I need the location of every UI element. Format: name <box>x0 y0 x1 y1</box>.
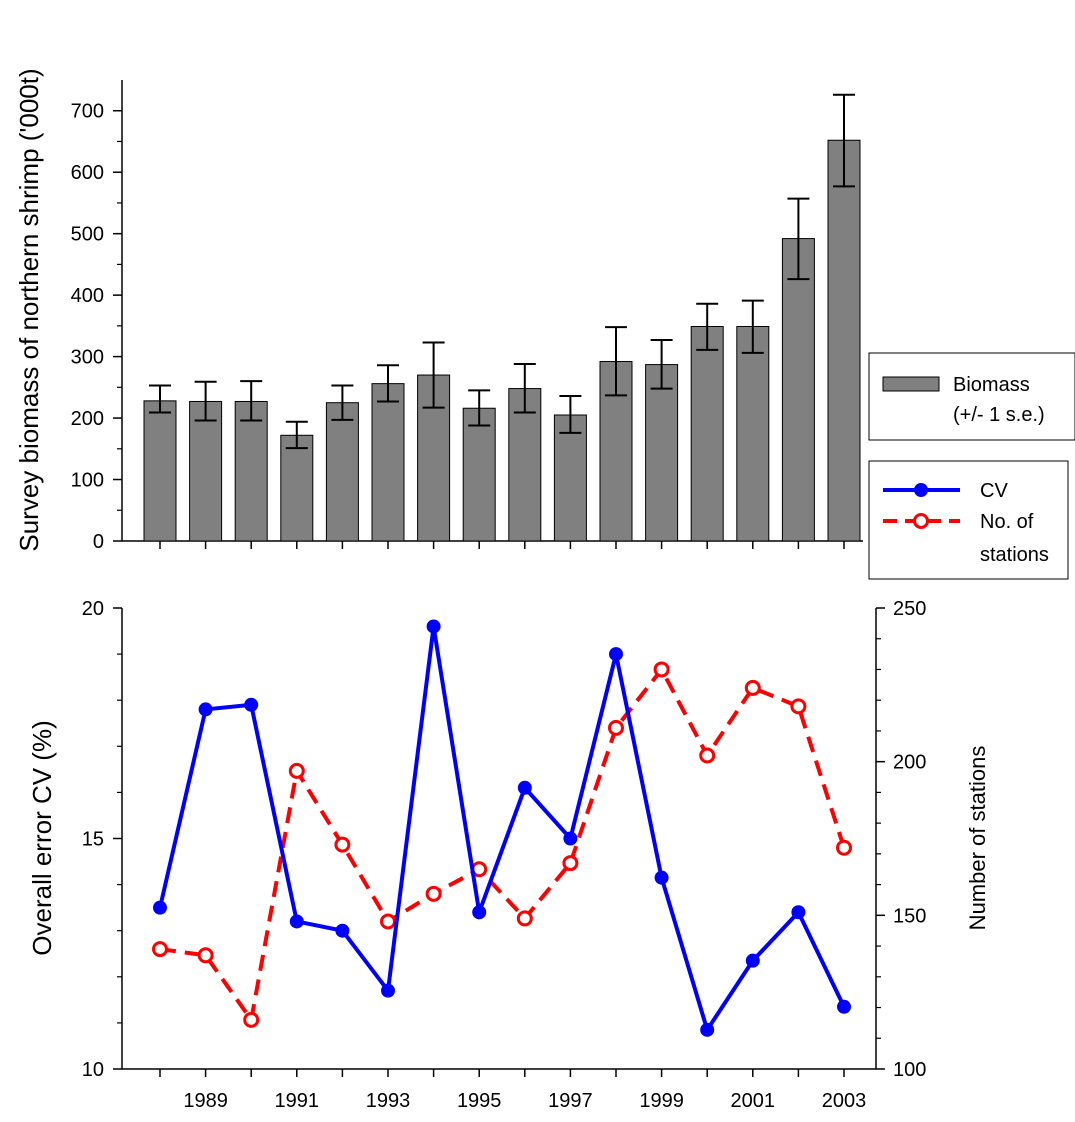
cv-marker <box>609 647 623 662</box>
stations-marker <box>744 679 761 696</box>
stations-y-tick-label: 100 <box>893 1059 926 1081</box>
cv-marker <box>472 905 487 920</box>
stations-marker <box>380 913 396 930</box>
stations-marker <box>562 855 579 872</box>
stations-marker <box>699 747 716 764</box>
biomass-y-axis-label: Survey biomass of northern shrimp ('000t… <box>14 68 44 551</box>
biomass-y-tick-label: 100 <box>71 470 104 492</box>
cv-marker <box>244 697 259 712</box>
stations-marker <box>152 941 168 958</box>
biomass-bar <box>189 400 223 542</box>
cv-marker <box>700 1022 715 1037</box>
cv-x-tick-label: 2001 <box>731 1090 776 1112</box>
stations-y-tick-label: 150 <box>893 905 926 927</box>
legend-stations-marker <box>913 513 929 529</box>
biomass-bar <box>690 325 724 542</box>
biomass-bar <box>827 139 861 542</box>
cv-x-tick-label: 1989 <box>183 1090 228 1112</box>
biomass-y-tick-label: 0 <box>93 531 104 553</box>
cv-x-tick-label: 1997 <box>548 1090 593 1112</box>
biomass-y-tick-label: 600 <box>71 162 104 184</box>
stations-marker <box>197 947 214 964</box>
cv-marker <box>335 923 350 938</box>
cv-x-tick-label: 1993 <box>366 1090 411 1112</box>
biomass-bar <box>781 238 815 542</box>
stations-y-tick-label: 250 <box>893 598 926 620</box>
biomass-bar <box>462 407 496 542</box>
biomass-y-tick-label: 500 <box>71 224 104 246</box>
cv-panel: 10 15 20 100 150 200 250 1989 1991 1993 1995 1997… <box>27 598 990 1112</box>
cv-y-ticks: 10 15 20 <box>82 598 122 1081</box>
cv-marker <box>563 831 578 846</box>
biomass-legend: Biomass (+/- 1 s.e.) <box>868 352 1075 441</box>
stations-marker <box>516 910 533 927</box>
stations-marker <box>243 1011 260 1028</box>
cv-marker <box>289 914 304 929</box>
biomass-legend-label-line2: (+/- 1 s.e.) <box>953 404 1045 426</box>
stations-y-axis-label: Number of stations <box>965 746 990 931</box>
biomass-legend-label-line1: Biomass <box>953 374 1030 396</box>
cv-marker <box>198 702 213 717</box>
cv-marker <box>791 905 806 920</box>
cv-x-tick-label: 1995 <box>457 1090 502 1112</box>
biomass-bar <box>508 388 542 542</box>
biomass-bar <box>234 400 268 542</box>
cv-marker <box>426 619 441 634</box>
cv-y-tick-label: 10 <box>82 1059 104 1081</box>
legend-cv-label: CV <box>980 480 1008 502</box>
line-legend: CV No. of stations <box>868 460 1069 580</box>
cv-x-tick-label: 1999 <box>639 1090 684 1112</box>
biomass-bar <box>371 383 405 542</box>
cv-series <box>153 619 851 1037</box>
biomass-panel: 0 100 200 300 400 500 600 700 Survey biomass of… <box>14 68 863 553</box>
cv-x-tick-label: 2003 <box>822 1090 867 1112</box>
biomass-bars <box>143 139 861 542</box>
biomass-y-tick-label: 700 <box>71 101 104 123</box>
biomass-error-bars <box>149 93 855 450</box>
cv-y-tick-label: 20 <box>82 598 104 620</box>
stations-series <box>152 661 852 1028</box>
biomass-legend-swatch <box>882 376 940 392</box>
biomass-bar <box>736 325 770 542</box>
legend-stations-label-line1: No. of <box>980 511 1034 533</box>
biomass-y-ticks: 0 100 200 300 400 500 600 700 <box>71 101 122 553</box>
stations-marker <box>334 836 351 853</box>
biomass-bar <box>325 402 359 542</box>
line-legend-box <box>868 460 1069 580</box>
cv-marker <box>381 983 395 998</box>
cv-marker <box>745 953 760 968</box>
biomass-bar <box>143 400 177 542</box>
stations-y-tick-label: 200 <box>893 752 926 774</box>
cv-marker <box>517 780 532 795</box>
stations-marker <box>425 885 442 902</box>
stations-marker <box>836 839 852 856</box>
legend-stations-label-line2: stations <box>980 544 1049 566</box>
cv-line <box>158 626 846 1035</box>
biomass-y-tick-label: 200 <box>71 408 104 430</box>
stations-marker <box>653 661 670 678</box>
biomass-y-tick-label: 300 <box>71 347 104 369</box>
legend-cv-marker <box>914 483 928 497</box>
stations-y-ticks: 100 150 200 250 <box>876 598 926 1081</box>
biomass-legend-box <box>868 352 1075 441</box>
stations-line <box>159 665 846 1025</box>
cv-x-ticks: 1989 1991 1993 1995 1997 1999 2001 2003 <box>159 1069 867 1112</box>
stations-marker <box>288 762 305 779</box>
biomass-bar <box>553 414 587 542</box>
cv-y-axis-label: Overall error CV (%) <box>27 720 57 955</box>
cv-marker <box>153 900 167 915</box>
biomass-x-ticks <box>159 541 845 549</box>
stations-marker <box>608 719 624 736</box>
biomass-bar <box>645 364 679 542</box>
cv-marker <box>654 870 669 885</box>
cv-x-tick-label: 1991 <box>275 1090 320 1112</box>
cv-marker <box>837 999 851 1014</box>
cv-y-tick-label: 15 <box>82 829 104 851</box>
biomass-bar <box>280 434 314 542</box>
biomass-y-tick-label: 400 <box>71 285 104 307</box>
stations-marker <box>790 698 807 715</box>
